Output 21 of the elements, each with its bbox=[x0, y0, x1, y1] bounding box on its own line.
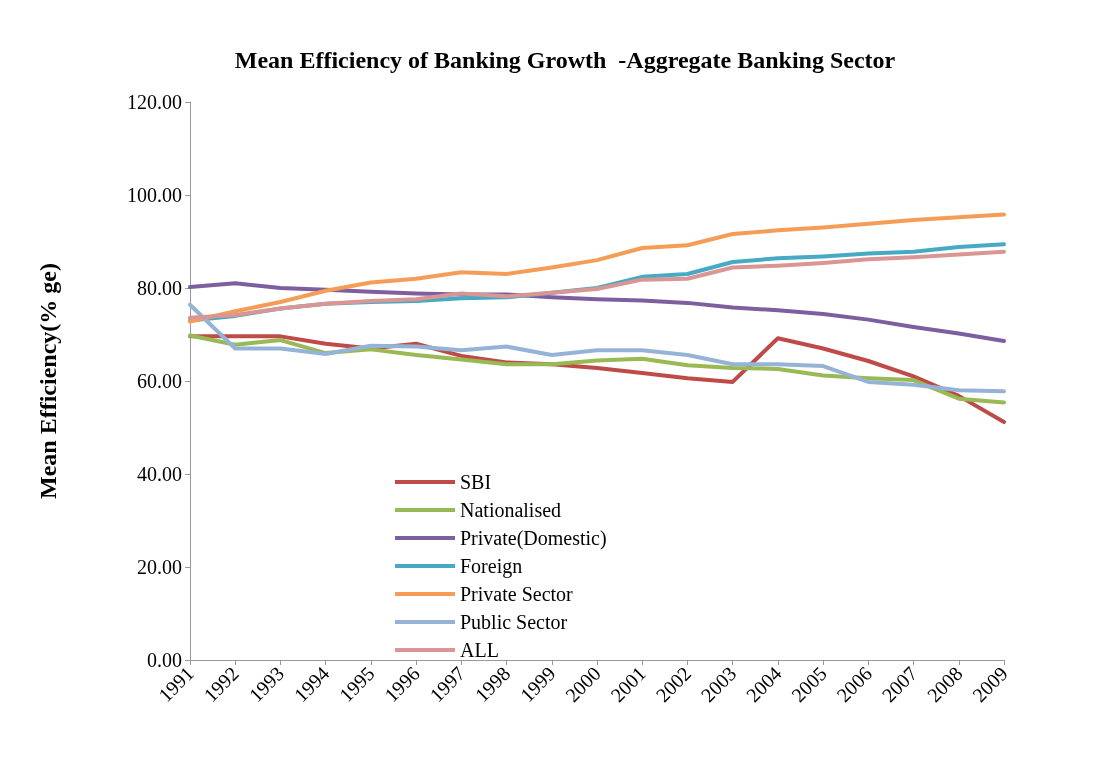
line-series bbox=[188, 212, 1006, 324]
x-tick-label: 1992 bbox=[199, 662, 243, 707]
legend-label: ALL bbox=[460, 639, 499, 661]
y-tick-label: 20.00 bbox=[137, 556, 182, 578]
y-tick-label: 100.00 bbox=[127, 184, 182, 206]
legend-label: Private(Domestic) bbox=[460, 527, 607, 550]
legend-label: Foreign bbox=[460, 555, 523, 578]
line-series bbox=[188, 333, 1006, 405]
x-tick-label: 1999 bbox=[515, 662, 560, 707]
y-axis-title: Mean Efficiency(% ge) bbox=[35, 263, 61, 499]
chart-title: Mean Efficiency of Banking Growth -Aggregate Banking Sector bbox=[234, 47, 896, 73]
y-tick-label: 120.00 bbox=[127, 91, 182, 113]
y-tick-label: 80.00 bbox=[137, 277, 182, 299]
y-tick-label: 40.00 bbox=[137, 463, 182, 485]
y-tick-label: 60.00 bbox=[137, 370, 182, 392]
y-tick-label: 0.00 bbox=[147, 649, 182, 671]
legend-label: SBI bbox=[460, 471, 492, 493]
legend-label: Public Sector bbox=[460, 611, 568, 633]
legend-label: Private Sector bbox=[460, 583, 574, 605]
legend-label: Nationalised bbox=[460, 499, 562, 521]
line-series bbox=[188, 302, 1006, 394]
